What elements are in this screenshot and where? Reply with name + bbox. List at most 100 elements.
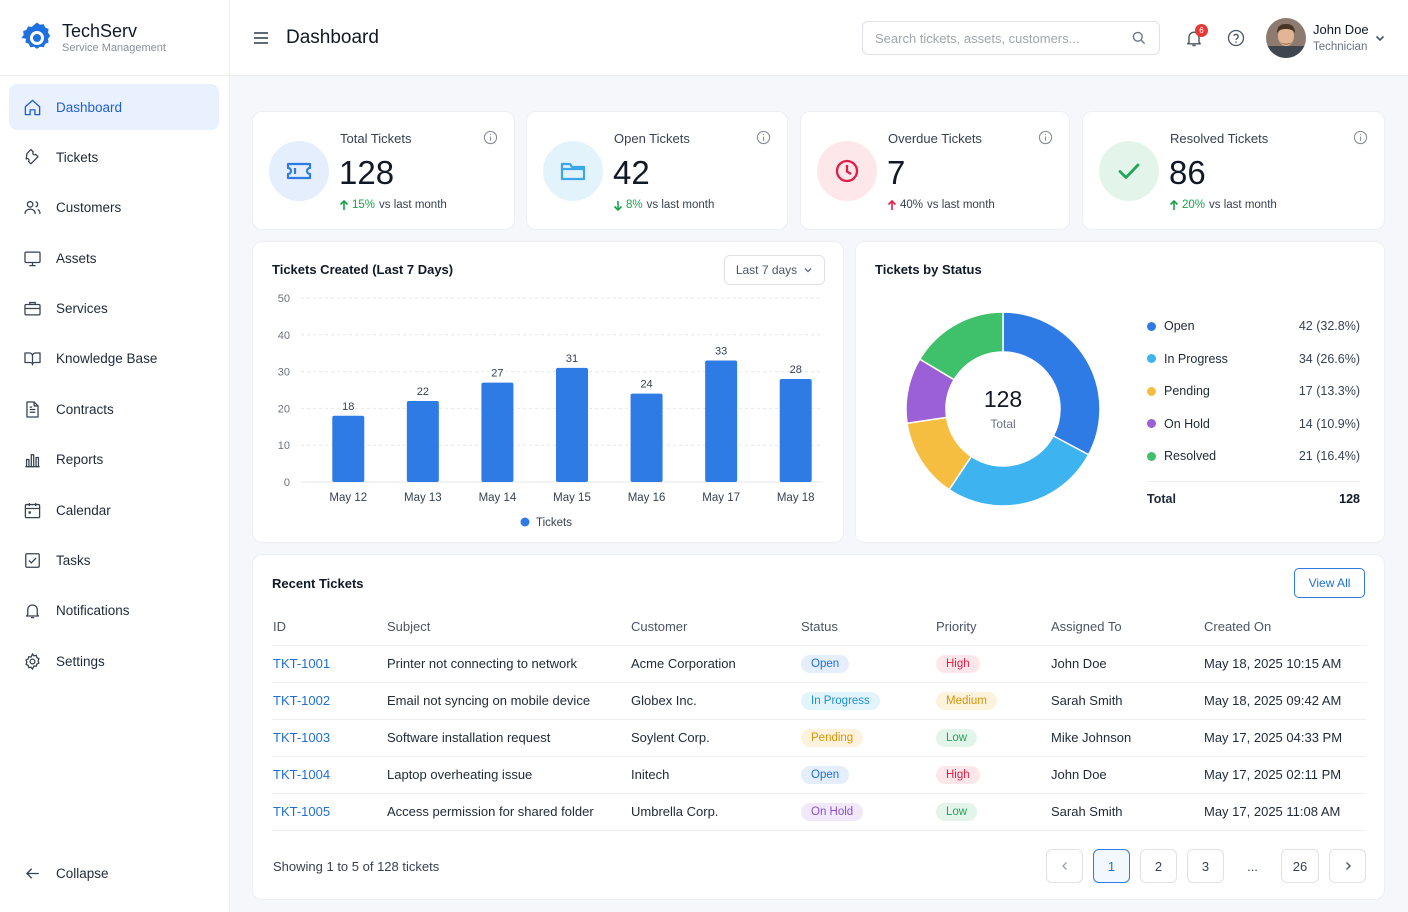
search-input[interactable] bbox=[863, 30, 1131, 46]
bar[interactable] bbox=[556, 367, 588, 482]
sidebar-item-reports[interactable]: Reports bbox=[9, 437, 219, 483]
column-header-created-on[interactable]: Created On bbox=[1203, 609, 1366, 646]
status-legend-item[interactable]: Pending 17 (13.3%) bbox=[1147, 384, 1360, 398]
sidebar-item-knowledge-base[interactable]: Knowledge Base bbox=[9, 336, 219, 382]
sidebar-item-label: Reports bbox=[56, 452, 104, 468]
sidebar-item-assets[interactable]: Assets bbox=[9, 235, 219, 281]
legend-label: Pending bbox=[1164, 384, 1210, 398]
tickets-created-card: Tickets Created (Last 7 Days) Last 7 day… bbox=[252, 241, 844, 543]
gear-logo-icon bbox=[21, 22, 51, 49]
stat-icon-badge bbox=[269, 141, 329, 201]
ticket-customer: Acme Corporation bbox=[630, 645, 800, 683]
table-row[interactable]: TKT-1003 Software installation request S… bbox=[272, 719, 1366, 757]
ticket-customer: Umbrella Corp. bbox=[630, 793, 800, 831]
sidebar-item-tasks[interactable]: Tasks bbox=[9, 538, 219, 584]
x-tick-label: May 16 bbox=[628, 492, 666, 504]
ticket-icon bbox=[286, 162, 312, 180]
stat-label: Open Tickets bbox=[614, 131, 690, 146]
table-row[interactable]: TKT-1001 Printer not connecting to netwo… bbox=[272, 645, 1366, 683]
bell-icon bbox=[25, 604, 40, 619]
page-button-26[interactable]: 26 bbox=[1281, 849, 1319, 883]
info-icon[interactable] bbox=[1038, 130, 1053, 145]
column-header-assigned-to[interactable]: Assigned To bbox=[1050, 609, 1203, 646]
ticket-priority-cell: High bbox=[935, 645, 1050, 683]
page-button-1[interactable]: 1 bbox=[1093, 849, 1130, 883]
collapse-button[interactable]: Collapse bbox=[9, 850, 220, 896]
info-icon[interactable] bbox=[756, 130, 771, 145]
bar[interactable] bbox=[779, 378, 812, 482]
donut-slice[interactable] bbox=[918, 311, 1004, 381]
status-legend-item[interactable]: Open 42 (32.8%) bbox=[1147, 319, 1360, 333]
ticket-customer: Soylent Corp. bbox=[630, 719, 800, 757]
stat-label: Overdue Tickets bbox=[888, 131, 982, 146]
sidebar-item-customers[interactable]: Customers bbox=[9, 185, 219, 231]
priority-badge: High bbox=[936, 765, 980, 784]
brand[interactable]: TechServ Service Management bbox=[0, 0, 229, 76]
ticket-status-cell: Pending bbox=[800, 719, 935, 757]
table-row[interactable]: TKT-1004 Laptop overheating issue Initec… bbox=[272, 756, 1366, 794]
page-button-3[interactable]: 3 bbox=[1187, 849, 1224, 883]
bar[interactable] bbox=[481, 382, 514, 482]
sidebar-item-calendar[interactable]: Calendar bbox=[9, 487, 219, 533]
bar[interactable] bbox=[332, 415, 365, 482]
sidebar-item-label: Dashboard bbox=[56, 99, 123, 115]
ticket-id-link[interactable]: TKT-1005 bbox=[272, 793, 386, 831]
view-all-button[interactable]: View All bbox=[1294, 568, 1365, 598]
sidebar-item-contracts[interactable]: Contracts bbox=[9, 386, 219, 432]
trend-text: vs last month bbox=[379, 199, 447, 211]
legend-label: In Progress bbox=[1164, 351, 1228, 366]
search-box bbox=[862, 21, 1160, 55]
priority-badge: Medium bbox=[936, 691, 997, 710]
ticket-id-link[interactable]: TKT-1001 bbox=[272, 645, 386, 683]
home-icon bbox=[24, 99, 41, 115]
y-tick-label: 0 bbox=[284, 477, 290, 489]
stat-value: 86 bbox=[1169, 154, 1206, 191]
next-page-button[interactable] bbox=[1329, 849, 1366, 883]
column-header-status[interactable]: Status bbox=[800, 609, 935, 646]
info-icon[interactable] bbox=[1353, 130, 1368, 145]
table-row[interactable]: TKT-1005 Access permission for shared fo… bbox=[272, 793, 1366, 831]
avatar[interactable] bbox=[1266, 18, 1306, 58]
stat-card-total: Total Tickets 128 15% vs last month bbox=[252, 111, 515, 230]
column-header-subject[interactable]: Subject bbox=[386, 609, 630, 646]
legend-swatch bbox=[1147, 386, 1156, 396]
ticket-id-link[interactable]: TKT-1002 bbox=[272, 682, 386, 720]
stat-label: Total Tickets bbox=[340, 131, 412, 146]
bar[interactable] bbox=[705, 360, 738, 482]
bar[interactable] bbox=[630, 393, 663, 482]
ticket-id-link[interactable]: TKT-1003 bbox=[272, 719, 386, 757]
sidebar-item-notifications[interactable]: Notifications bbox=[9, 588, 219, 634]
gear-icon bbox=[25, 652, 40, 671]
column-header-id[interactable]: ID bbox=[272, 609, 386, 646]
bar[interactable] bbox=[406, 401, 439, 482]
sidebar-item-services[interactable]: Services bbox=[9, 286, 219, 332]
status-legend-item[interactable]: Resolved 21 (16.4%) bbox=[1147, 449, 1360, 463]
chevron-down-icon[interactable] bbox=[1373, 31, 1387, 45]
status-legend-item[interactable]: On Hold 14 (10.9%) bbox=[1147, 417, 1360, 431]
column-header-customer[interactable]: Customer bbox=[630, 609, 800, 646]
donut-chart: 128 Total bbox=[905, 311, 1101, 507]
sidebar-item-tickets[interactable]: Tickets bbox=[9, 134, 219, 180]
user-name[interactable]: John Doe bbox=[1313, 22, 1369, 37]
table-row[interactable]: TKT-1002 Email not syncing on mobile dev… bbox=[272, 682, 1366, 720]
hamburger-icon[interactable] bbox=[251, 28, 271, 48]
search-icon[interactable] bbox=[1131, 30, 1147, 46]
prev-page-button[interactable] bbox=[1046, 849, 1083, 883]
ticket-subject: Email not syncing on mobile device bbox=[386, 682, 630, 720]
info-icon[interactable] bbox=[483, 130, 498, 145]
sidebar-item-settings[interactable]: Settings bbox=[9, 638, 219, 684]
ticket-id-link[interactable]: TKT-1004 bbox=[272, 756, 386, 794]
sidebar-item-label: Calendar bbox=[56, 502, 111, 518]
date-range-select[interactable]: Last 7 days bbox=[724, 255, 825, 285]
sidebar-item-dashboard[interactable]: Dashboard bbox=[9, 84, 219, 130]
donut-slice[interactable] bbox=[948, 434, 1090, 507]
priority-badge: Low bbox=[936, 802, 978, 821]
section-title: Recent Tickets bbox=[272, 576, 364, 591]
donut-slice[interactable] bbox=[1002, 311, 1101, 456]
column-header-priority[interactable]: Priority bbox=[935, 609, 1050, 646]
trend-value: 8% bbox=[626, 199, 643, 211]
status-legend-item[interactable]: In Progress 34 (26.6%) bbox=[1147, 352, 1360, 366]
page-button-2[interactable]: 2 bbox=[1140, 849, 1177, 883]
ticket-subject: Access permission for shared folder bbox=[386, 793, 630, 831]
help-icon[interactable] bbox=[1226, 28, 1246, 48]
